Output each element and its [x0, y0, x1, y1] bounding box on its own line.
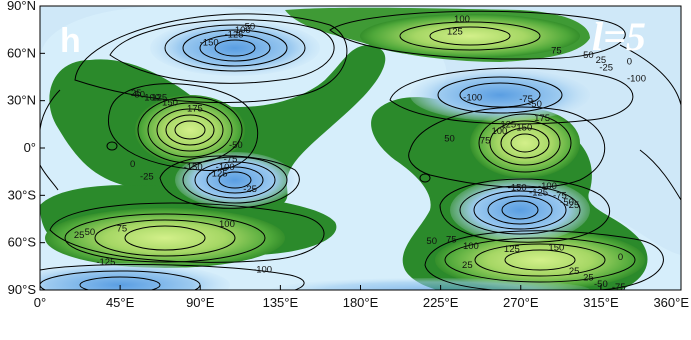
- x-axis: 0° 45°E 90°E 135°E 180°E 225°E 270°E 315°E 360°E: [34, 295, 690, 310]
- y-tick-label: 90°N: [7, 0, 36, 13]
- contour-label: 150: [162, 97, 178, 108]
- contour-label: 25: [569, 266, 580, 277]
- contour-label: 75: [480, 135, 491, 146]
- contour-label: 50: [85, 227, 96, 238]
- contour-label: 25: [583, 273, 594, 284]
- plot-area: [40, 6, 681, 290]
- y-tick-label: 30°S: [8, 187, 37, 202]
- tick-marks: [39, 5, 682, 291]
- low-south-west: [40, 263, 230, 290]
- contour-label: 50: [426, 236, 437, 247]
- y-tick-label: 60°N: [7, 45, 36, 60]
- contour-label: -100: [216, 162, 235, 173]
- contour-label: 125: [447, 26, 463, 37]
- contour-label: -25: [140, 172, 154, 183]
- contour-label: 100: [454, 14, 470, 25]
- low-west-center: [175, 152, 295, 208]
- contour-label: -75: [612, 282, 626, 293]
- contour-label: -125: [225, 30, 244, 41]
- contour-label: 75: [117, 224, 128, 235]
- contour-label: -50: [594, 279, 608, 290]
- contour-label: 0: [627, 56, 632, 67]
- contour-label: -25: [599, 63, 613, 74]
- contour-label: 75: [551, 45, 562, 56]
- contour-label: -150: [184, 162, 203, 173]
- y-axis: 90°N 60°N 30°N 0° 30°S 60°S 90°S: [7, 0, 36, 297]
- y-tick-label: 60°S: [8, 235, 37, 250]
- panel-letter: h: [60, 22, 81, 60]
- high-south-east: [435, 230, 645, 290]
- contour-label: 175: [534, 113, 550, 124]
- x-tick-label: 0°: [34, 295, 46, 310]
- low-north-west: [150, 20, 320, 76]
- x-tick-label: 360°E: [653, 295, 689, 310]
- x-tick-label: 45°E: [106, 295, 135, 310]
- contour-label: 25: [462, 260, 473, 271]
- contour-label: -150: [508, 183, 527, 194]
- contour-label: -125: [209, 168, 228, 179]
- contour-label: 0: [618, 252, 623, 263]
- contour-label: -100: [232, 25, 251, 36]
- high-north-east: [360, 14, 580, 58]
- contour-label: 175: [187, 104, 203, 115]
- contour-label: 25: [596, 55, 607, 66]
- x-tick-label: 180°E: [343, 295, 379, 310]
- contour-label: -75: [224, 154, 238, 165]
- x-tick-label: 135°E: [263, 295, 299, 310]
- contour-label: -25: [566, 200, 580, 211]
- contour-label: -50: [229, 140, 243, 151]
- contour-label: 100: [144, 93, 160, 104]
- contour-label: -100: [627, 74, 646, 85]
- contour-label: 25: [74, 230, 85, 241]
- x-tick-label: 90°E: [186, 295, 215, 310]
- contour-label: -50: [528, 99, 542, 110]
- low-east-center: [450, 178, 590, 242]
- contour-label: 50: [444, 134, 455, 145]
- contour-label: 100: [463, 241, 479, 252]
- contour-label: 100: [219, 219, 235, 230]
- contour-label: -100: [253, 265, 272, 276]
- contour-label: -50: [560, 197, 574, 208]
- contour-label: -125: [96, 257, 115, 268]
- contour-label: -125: [529, 187, 548, 198]
- high-west-center: [135, 95, 245, 165]
- contour-label: 25: [131, 88, 142, 99]
- contour-label: -100: [463, 93, 482, 104]
- contour-label: 0: [130, 159, 135, 170]
- y-tick-label: 30°N: [7, 93, 36, 108]
- high-east-center: [470, 108, 580, 178]
- y-tick-label: 90°S: [8, 282, 37, 297]
- degree-label: l=5: [592, 14, 646, 59]
- contour-label: -100: [538, 181, 557, 192]
- contour-label: 125: [500, 119, 516, 130]
- contour-label: -150: [200, 37, 219, 48]
- contour-label: 150: [516, 123, 532, 134]
- y-tick-label: 0°: [24, 140, 36, 155]
- contour-label: 125: [504, 244, 520, 255]
- contour-label: 100: [491, 126, 507, 137]
- contour-label: 150: [548, 243, 564, 254]
- contour-label: -25: [243, 184, 257, 195]
- contour-lines: [40, 10, 681, 290]
- contour-label: -50: [241, 22, 255, 33]
- contour-label: 50: [134, 90, 145, 101]
- contour-label: 75: [446, 235, 457, 246]
- x-tick-label: 315°E: [583, 295, 619, 310]
- contour-label: 50: [583, 50, 594, 61]
- contour-label: -75: [553, 190, 567, 201]
- contour-label: 125: [151, 93, 167, 104]
- x-tick-label: 270°E: [503, 295, 539, 310]
- contour-label: -75: [519, 94, 533, 105]
- x-tick-label: 225°E: [423, 295, 459, 310]
